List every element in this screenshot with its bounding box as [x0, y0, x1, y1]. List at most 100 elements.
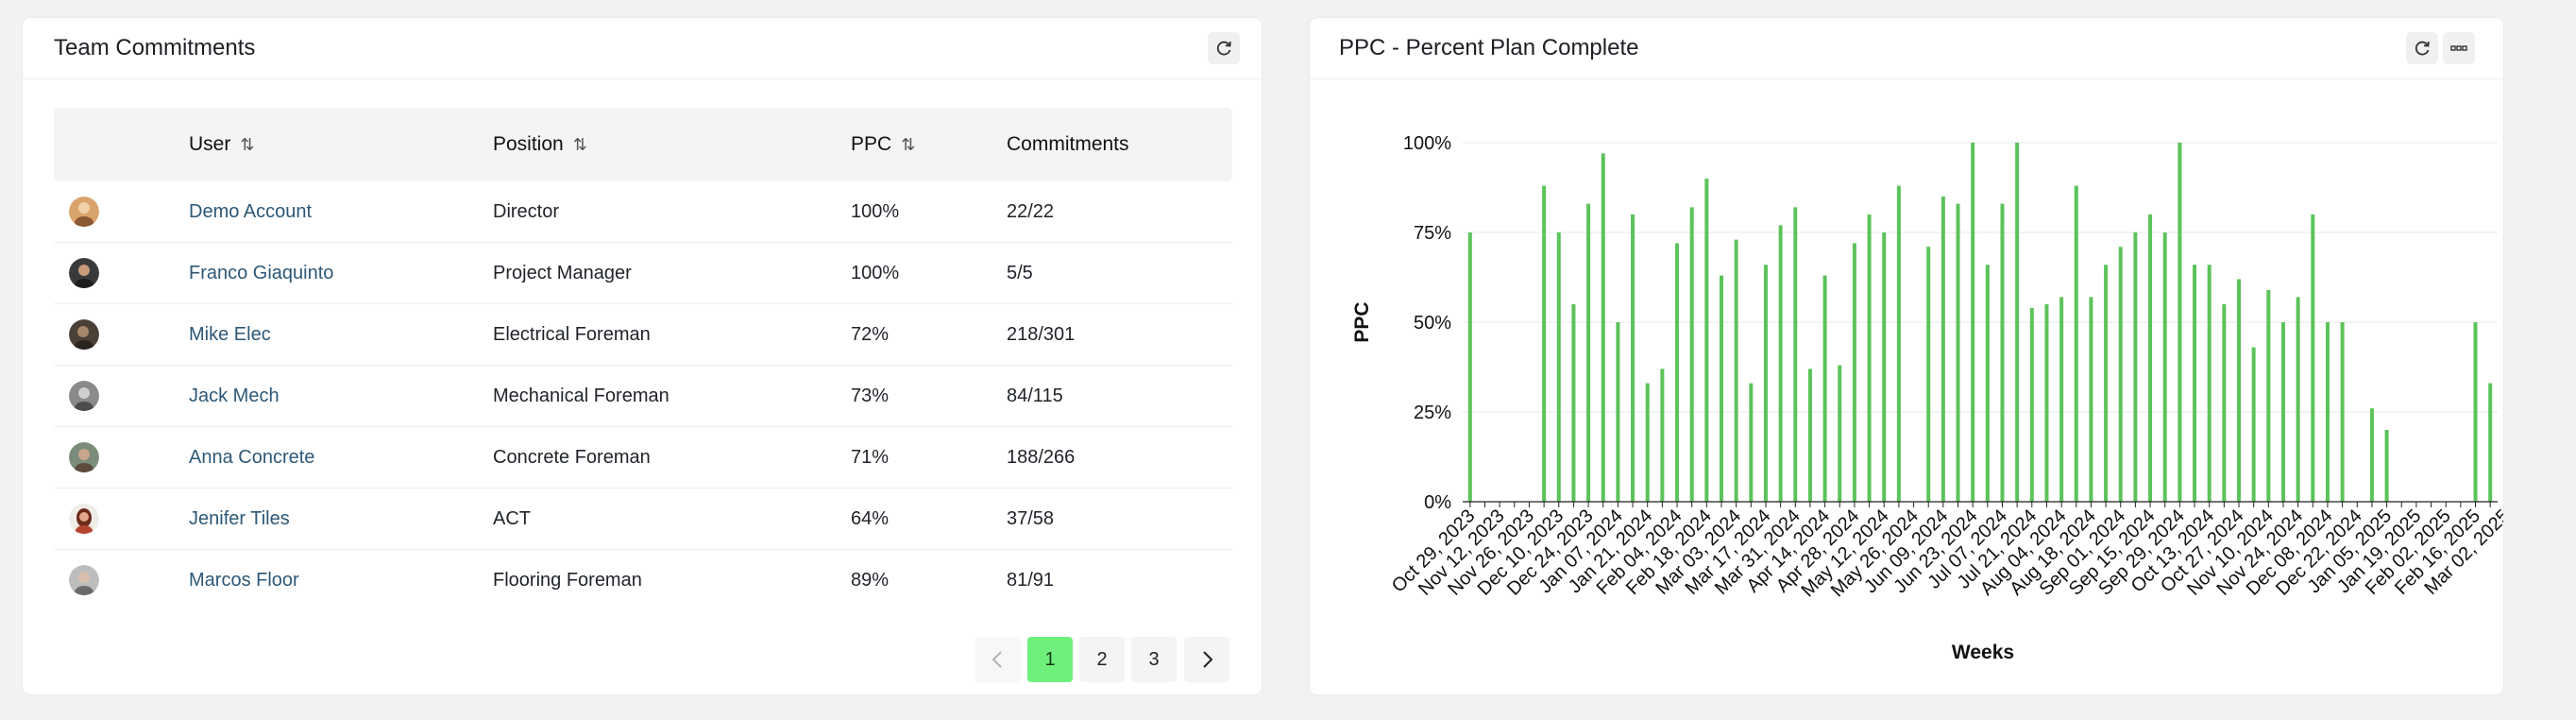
ppc-bar[interactable] [2340, 322, 2345, 502]
user-link[interactable]: Marcos Floor [189, 569, 299, 591]
ppc-bar[interactable] [1852, 243, 1856, 502]
x-axis [1463, 501, 2498, 507]
ppc-bar[interactable] [1467, 232, 1472, 502]
page-button-1[interactable]: 1 [1027, 637, 1073, 682]
ppc-bar[interactable] [1542, 185, 1547, 502]
table-row: Jack Mech Mechanical Foreman 73% 84/115 [54, 366, 1232, 427]
team-commitments-card: Team Commitments User ⇅ Position ⇅ PPC ⇅ [23, 18, 1262, 694]
ppc-cell: 72% [851, 323, 890, 345]
ppc-bar[interactable] [1586, 203, 1591, 502]
ppc-bar[interactable] [1616, 322, 1620, 502]
ppc-bar[interactable] [1749, 383, 1754, 502]
ppc-bar[interactable] [1763, 265, 1768, 502]
ppc-bar[interactable] [1867, 214, 1872, 502]
ppc-bar[interactable] [1704, 179, 1709, 502]
chart-bars [1467, 143, 2493, 502]
ppc-bar[interactable] [2193, 265, 2197, 502]
ppc-bar[interactable] [1601, 153, 1605, 502]
next-page-button[interactable] [1184, 637, 1229, 682]
ppc-bar[interactable] [1793, 207, 1798, 502]
ppc-bar[interactable] [2044, 304, 2049, 502]
ppc-cell: 73% [851, 385, 890, 406]
more-button[interactable] [2443, 32, 2475, 64]
ppc-bar[interactable] [1720, 275, 1723, 502]
ppc-bar[interactable] [1822, 275, 1827, 502]
ppc-chart-header: PPC - Percent Plan Complete [1310, 18, 2503, 79]
refresh-button[interactable] [2406, 32, 2438, 64]
ppc-bar[interactable] [2488, 383, 2493, 502]
ppc-bar[interactable] [2178, 143, 2182, 502]
ppc-bar[interactable] [2148, 214, 2153, 502]
ppc-bar[interactable] [2089, 297, 2093, 502]
table-row: Marcos Floor Flooring Foreman 89% 81/91 [54, 550, 1232, 610]
position-cell: Director [493, 200, 560, 222]
ppc-bar[interactable] [1882, 232, 1887, 502]
chevron-right-icon [1203, 651, 1213, 668]
ppc-bar[interactable] [2325, 322, 2330, 502]
ppc-bar[interactable] [2222, 304, 2227, 502]
ppc-bar[interactable] [2237, 279, 2241, 502]
ppc-bar[interactable] [2311, 214, 2315, 502]
ppc-bar[interactable] [2000, 203, 2005, 502]
ppc-bar[interactable] [1631, 214, 1635, 502]
sort-icon[interactable]: ⇅ [901, 134, 916, 154]
ppc-bar[interactable] [1778, 225, 1783, 502]
ppc-bar[interactable] [1556, 232, 1561, 502]
user-link[interactable]: Mike Elec [189, 323, 271, 345]
sort-icon[interactable]: ⇅ [572, 134, 587, 154]
ppc-cell: 100% [851, 200, 900, 222]
ppc-bar[interactable] [1985, 265, 1990, 502]
ppc-bar[interactable] [2296, 297, 2300, 502]
ppc-bar[interactable] [2207, 265, 2212, 502]
ppc-cell: 64% [851, 507, 890, 529]
column-header-position[interactable]: Position ⇅ [493, 108, 587, 181]
ppc-bar[interactable] [2369, 408, 2374, 502]
ppc-bar[interactable] [1734, 239, 1738, 502]
ppc-cell: 71% [851, 446, 890, 468]
ppc-bar[interactable] [2384, 430, 2389, 502]
ppc-bar[interactable] [1675, 243, 1680, 502]
ppc-bar[interactable] [2162, 232, 2167, 502]
ppc-bar[interactable] [2280, 322, 2285, 502]
user-link[interactable]: Jenifer Tiles [189, 507, 290, 529]
ppc-bar[interactable] [2473, 322, 2478, 502]
user-link[interactable]: Franco Giaquinto [189, 262, 334, 283]
ppc-bar[interactable] [2015, 143, 2020, 502]
position-cell: ACT [493, 507, 531, 529]
ppc-bar[interactable] [1689, 207, 1694, 502]
ppc-bar[interactable] [1645, 383, 1650, 502]
ppc-bar[interactable] [2074, 185, 2078, 502]
ppc-bar[interactable] [1896, 185, 1901, 502]
ppc-bar[interactable] [2266, 289, 2271, 502]
commitments-cell: 218/301 [1007, 323, 1076, 345]
ppc-bar[interactable] [2104, 265, 2109, 502]
page-button-3[interactable]: 3 [1131, 637, 1177, 682]
refresh-button[interactable] [1208, 32, 1240, 64]
ppc-bar[interactable] [1807, 369, 1812, 502]
y-tick-label: 100% [1403, 133, 1451, 154]
ppc-bar[interactable] [1940, 197, 1945, 502]
page-button-2[interactable]: 2 [1079, 637, 1125, 682]
ppc-bar[interactable] [1571, 304, 1576, 502]
prev-page-button[interactable] [975, 637, 1021, 682]
sort-icon[interactable]: ⇅ [240, 134, 255, 154]
user-link[interactable]: Jack Mech [189, 385, 280, 406]
ppc-bar[interactable] [2118, 247, 2123, 502]
ppc-bar[interactable] [1926, 247, 1931, 502]
ppc-chart-card: PPC - Percent Plan Complete 0% 25% 50% 75% 1… [1310, 18, 2503, 694]
y-axis-ticks: 0% 25% 50% 75% 100% [1403, 133, 1451, 513]
user-link[interactable]: Anna Concrete [189, 446, 315, 468]
user-link[interactable]: Demo Account [189, 200, 313, 222]
ppc-bar[interactable] [2059, 297, 2064, 502]
ppc-bar[interactable] [1660, 369, 1665, 502]
ppc-bar[interactable] [2251, 347, 2256, 502]
ppc-bar[interactable] [1971, 143, 1975, 502]
column-label-user: User [189, 133, 231, 155]
ppc-bar[interactable] [1838, 365, 1842, 502]
ppc-bar[interactable] [2029, 307, 2034, 502]
column-header-user[interactable]: User ⇅ [189, 108, 254, 181]
ppc-bar[interactable] [2133, 232, 2138, 502]
ppc-bar[interactable] [1956, 203, 1960, 502]
column-header-ppc[interactable]: PPC ⇅ [851, 108, 915, 181]
